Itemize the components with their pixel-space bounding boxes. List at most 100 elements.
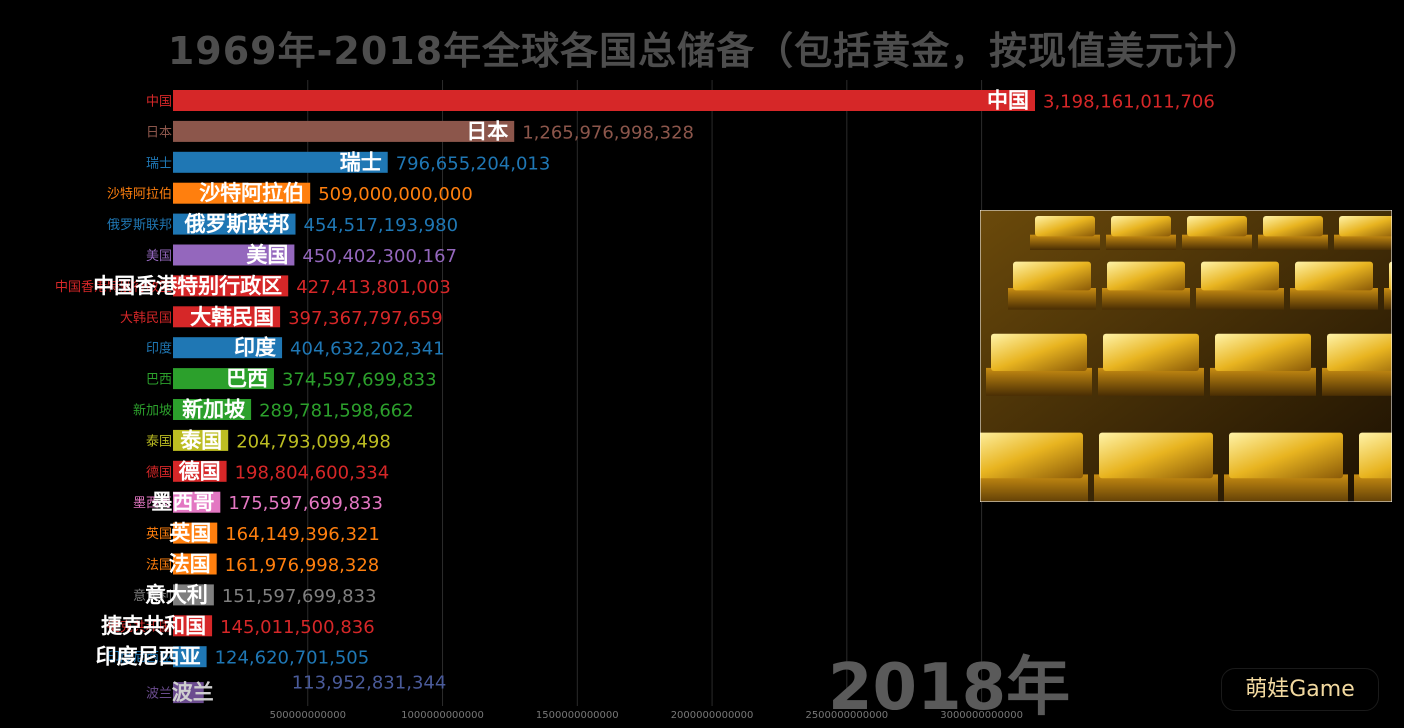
watermark-logo: 萌娃Game [1221,668,1379,711]
y-category-label: 波兰 [146,687,172,702]
bar-name-label: 日本 [466,119,508,143]
bar-name-label: 巴西 [226,367,268,391]
gold-bar-top [1035,216,1095,237]
bar-value-label: 454,517,193,980 [304,215,459,236]
x-tick-label: 2500000000000 [805,710,888,720]
bar-name-label: 中国 [987,89,1029,113]
bar-value-label: 113,952,831,344 [292,673,447,694]
bar [173,399,252,420]
bar-name-label: 中国香港特别行政区 [93,274,282,298]
bar-value-label: 204,793,099,498 [236,431,391,452]
bar [173,306,281,328]
gold-bar-side [1030,234,1100,250]
y-category-label: 墨西哥 [133,496,172,511]
bar [173,491,221,513]
bar-value-label: 509,000,000,000 [318,184,473,205]
bar-name-label: 瑞士 [340,150,382,174]
y-category-label: 日本 [146,125,172,140]
gold-bar-side [1196,288,1284,310]
bar-value-label: 450,402,300,167 [302,246,457,267]
bar-name-label: 英国 [169,521,211,545]
y-category-label: 印度尼西亚 [107,650,172,666]
y-category-label: 巴西 [146,373,172,388]
gold-bar-top [991,333,1087,371]
y-category-label: 德国 [146,465,172,480]
gold-bar-side [1322,367,1392,396]
bar [173,120,515,142]
bars: 中国 中国 3,198,161,011,706 日本 日本 1,265,976,998,3… [55,89,1215,705]
bar [173,522,218,544]
gold-bar-top [1389,261,1392,291]
gold-bar-side [1334,234,1392,250]
gold-bar-top [1187,216,1247,237]
bar [173,90,1035,111]
bar [173,460,227,482]
bar-name-label: 法国 [169,552,211,576]
gold-bar-top [1103,333,1199,371]
bar-name-label: 墨西哥 [151,490,214,514]
gold-bar-side [1290,288,1378,310]
gold-bar-side [1182,234,1252,250]
gold-bar-top [1099,432,1213,479]
gold-bar-top [1107,261,1185,291]
bar [173,244,295,266]
bar-value-label: 161,976,998,328 [225,555,380,576]
gold-bar-top [1295,261,1373,291]
gold-bar-side [1094,474,1218,502]
bar-value-label: 145,011,500,836 [220,617,375,638]
y-category-label: 意大利 [133,588,172,604]
bar-value-label: 164,149,396,321 [225,524,380,545]
gold-bar-side [1106,234,1176,250]
y-category-label: 沙特阿拉伯 [107,187,172,202]
y-category-label: 印度 [146,341,172,357]
gold-bar-top [1339,216,1392,237]
gold-bar-top [1201,261,1279,291]
bar-name-label: 俄罗斯联邦 [184,212,290,236]
bar-name-label: 捷克共和国 [101,614,206,638]
bar [173,337,283,359]
bar-name-label: 印度 [234,336,276,360]
y-category-label: 俄罗斯联邦 [107,218,172,233]
y-category-label: 大韩民国 [120,311,172,326]
bar [173,584,214,606]
y-category-label: 英国 [146,527,172,542]
bar-name-label: 德国 [179,459,221,483]
bar-value-label: 151,597,699,833 [222,586,377,607]
y-category-label: 中国 [146,95,172,110]
gold-bar-side [1224,474,1348,502]
x-tick-label: 3000000000000 [940,710,1023,720]
bar-value-label: 404,632,202,341 [290,339,445,360]
bar-name-label: 大韩民国 [190,305,274,329]
bar [173,615,213,637]
bar [173,151,388,173]
bar [173,368,274,390]
chart-title: 1969年-2018年全球各国总储备（包括黄金，按现值美元计） [167,29,1263,73]
gold-bars-image [980,210,1392,502]
bar-name-label: 波兰 [172,681,214,705]
bar [173,682,204,704]
y-category-label: 泰国 [146,434,172,449]
bar [173,213,296,235]
bar-name-label: 美国 [246,243,288,267]
gold-bar-side [1384,288,1392,310]
bar-value-label: 3,198,161,011,706 [1043,92,1215,113]
x-tick-label: 1000000000000 [401,710,484,720]
bar-value-label: 1,265,976,998,328 [522,122,694,143]
gold-bars-photo [980,210,1392,502]
bar [173,275,289,297]
gold-bar-top [980,432,1083,479]
y-category-label: 捷克共和国 [107,620,172,635]
year-label: 2018年 [828,651,1071,725]
x-tick-label: 500000000000 [270,710,346,720]
bar-name-label: 意大利 [145,583,208,607]
y-category-label: 中国香港特别行政区 [55,280,172,295]
gold-bar-side [986,367,1092,396]
gold-bar-side [1008,288,1096,310]
gold-bar-side [1258,234,1328,250]
bar-value-label: 289,781,598,662 [259,401,414,422]
gold-bar-top [1229,432,1343,479]
y-category-label: 法国 [146,558,172,573]
gold-bar-side [1210,367,1316,396]
x-tick-label: 2000000000000 [671,710,754,720]
